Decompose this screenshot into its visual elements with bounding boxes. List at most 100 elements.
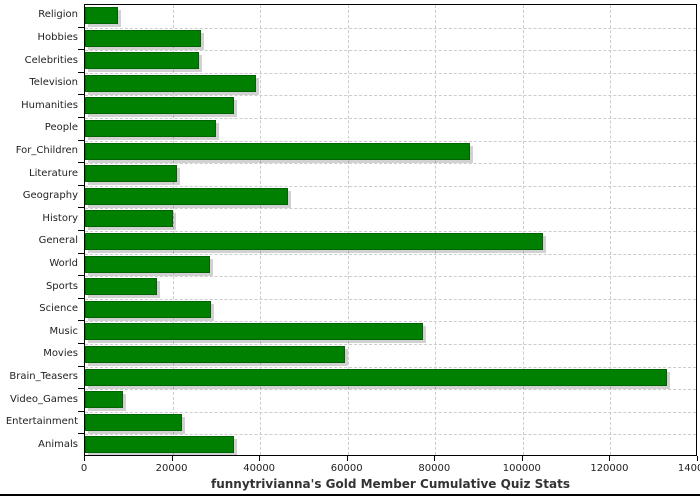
gridline-horizontal bbox=[85, 27, 696, 29]
x-axis-tick bbox=[84, 456, 85, 461]
y-tick-label: Television bbox=[29, 77, 78, 89]
gridline-horizontal bbox=[85, 95, 696, 97]
x-tick-label: 40000 bbox=[243, 463, 276, 474]
x-tick-label: 100000 bbox=[502, 463, 541, 474]
y-axis-tick bbox=[78, 207, 84, 209]
y-axis-tick bbox=[78, 139, 84, 141]
bar-hobbies bbox=[85, 29, 201, 47]
y-tick-label: World bbox=[49, 257, 78, 269]
y-tick-label: Entertainment bbox=[5, 416, 78, 428]
y-axis-tick bbox=[78, 320, 84, 322]
bar-people bbox=[85, 120, 216, 137]
y-tick-label: Video_Games bbox=[10, 393, 78, 405]
y-axis-tick bbox=[78, 94, 84, 96]
y-tick-label: Religion bbox=[38, 9, 78, 21]
x-tick-label: 0 bbox=[80, 463, 88, 474]
gridline-horizontal bbox=[85, 185, 696, 187]
gridline-vertical bbox=[260, 5, 262, 455]
gridline-horizontal bbox=[85, 321, 696, 323]
y-axis-tick bbox=[78, 343, 84, 344]
gridline-vertical bbox=[610, 5, 612, 455]
y-axis-tick bbox=[78, 117, 84, 118]
gridline-horizontal bbox=[85, 411, 696, 413]
gridline-vertical bbox=[435, 5, 437, 455]
bar-world bbox=[85, 255, 210, 273]
bar-geography bbox=[85, 187, 288, 205]
y-axis-tick bbox=[78, 365, 84, 367]
chart-title: funnytrivianna's Gold Member Cumulative … bbox=[210, 477, 570, 491]
bar-video_games bbox=[85, 391, 123, 409]
bar-entertainment bbox=[85, 413, 182, 431]
gridline-horizontal bbox=[85, 276, 696, 278]
y-tick-label: Brain_Teasers bbox=[9, 370, 78, 382]
bar-history bbox=[85, 210, 173, 228]
bar-humanities bbox=[85, 97, 234, 115]
y-tick-label: Celebrities bbox=[24, 54, 78, 66]
y-tick-label: Literature bbox=[29, 167, 78, 179]
gridline-horizontal bbox=[85, 208, 696, 210]
x-axis-tick bbox=[521, 456, 523, 461]
gridline-horizontal bbox=[85, 298, 696, 300]
gridline-horizontal bbox=[85, 72, 696, 74]
gridline-horizontal bbox=[85, 50, 696, 52]
gridline-vertical bbox=[172, 5, 174, 455]
y-tick-label: Geography bbox=[22, 190, 78, 202]
y-tick-label: Science bbox=[39, 303, 78, 315]
gridline-horizontal bbox=[85, 389, 696, 391]
y-axis-tick bbox=[78, 388, 84, 390]
y-axis-tick bbox=[78, 433, 84, 435]
x-axis-tick bbox=[609, 456, 611, 461]
bar-animals bbox=[85, 436, 234, 454]
y-axis-tick bbox=[78, 252, 84, 254]
y-tick-label: Hobbies bbox=[37, 31, 78, 43]
x-axis-tick bbox=[171, 456, 173, 461]
y-tick-label: Movies bbox=[43, 348, 78, 360]
gridline-vertical bbox=[522, 5, 524, 455]
y-tick-label: General bbox=[38, 235, 78, 247]
gridline-horizontal bbox=[85, 344, 696, 345]
gridline-horizontal bbox=[85, 163, 696, 165]
y-axis-tick bbox=[78, 297, 84, 299]
x-axis-tick bbox=[259, 456, 261, 461]
y-tick-label: For_Children bbox=[15, 144, 78, 156]
bar-science bbox=[85, 300, 211, 318]
gridline-horizontal bbox=[85, 231, 696, 232]
x-tick-label: 120000 bbox=[590, 463, 629, 474]
bar-general bbox=[85, 233, 543, 250]
y-axis-tick bbox=[78, 71, 84, 73]
bar-celebrities bbox=[85, 52, 199, 70]
gridline-horizontal bbox=[85, 118, 696, 119]
plot-area bbox=[84, 4, 697, 456]
bar-movies bbox=[85, 346, 345, 363]
y-tick-label: Humanities bbox=[21, 99, 78, 111]
gridline-horizontal bbox=[85, 140, 696, 142]
gridline-vertical bbox=[347, 5, 349, 455]
bottom-border-line bbox=[0, 494, 700, 496]
y-tick-label: People bbox=[44, 122, 78, 134]
x-axis-tick bbox=[697, 456, 698, 461]
bar-brain_teasers bbox=[85, 368, 667, 386]
y-tick-label: Music bbox=[49, 325, 78, 337]
y-axis-tick bbox=[78, 410, 84, 412]
y-axis-tick bbox=[78, 49, 84, 51]
y-axis-tick bbox=[78, 275, 84, 277]
bar-for_children bbox=[85, 142, 470, 160]
bar-music bbox=[85, 323, 423, 341]
y-tick-label: Sports bbox=[45, 280, 78, 292]
y-axis-tick bbox=[78, 184, 84, 186]
x-axis-tick bbox=[346, 456, 348, 461]
x-axis-tick bbox=[434, 456, 436, 461]
y-axis-tick bbox=[78, 26, 84, 28]
gridline-horizontal bbox=[85, 253, 696, 255]
x-tick-label: 80000 bbox=[418, 463, 451, 474]
bar-literature bbox=[85, 165, 177, 183]
y-tick-label: Animals bbox=[38, 438, 78, 450]
y-tick-label: History bbox=[42, 212, 78, 224]
x-tick-label: 20000 bbox=[155, 463, 188, 474]
bar-sports bbox=[85, 278, 157, 296]
bar-television bbox=[85, 74, 256, 92]
y-axis-tick bbox=[78, 162, 84, 164]
bar-religion bbox=[85, 7, 118, 24]
gridline-horizontal bbox=[85, 366, 696, 368]
